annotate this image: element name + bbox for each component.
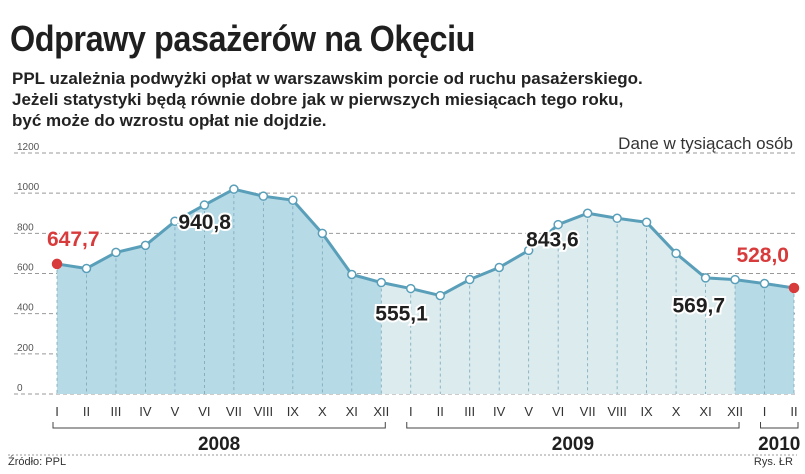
subtitle-line: być może do wzrostu opłat nie dojdzie. [12,111,327,130]
data-point [435,290,445,301]
x-tick-label: I [55,404,59,419]
data-point [641,217,652,228]
year-label: 2008 [198,434,240,455]
year-label: 2009 [552,434,594,455]
data-point [759,278,770,289]
data-label: 940,8 [178,211,231,234]
x-tick-label: VII [226,404,242,419]
x-tick-label: XI [699,404,711,419]
data-label: 647,7 [47,228,100,251]
data-point [700,273,711,283]
series-line [56,187,795,298]
data-point [229,184,239,194]
x-tick-label: XII [727,404,743,419]
x-tick-label: III [464,404,475,419]
data-point [582,208,593,218]
x-tick-label: X [672,404,681,419]
year-bracket [52,422,386,429]
data-point [553,219,563,230]
data-point [523,245,534,256]
data-point [170,216,180,227]
area-2010 [735,279,794,394]
x-tick-label: I [409,404,413,419]
x-tick-label: II [437,404,444,419]
data-point [258,191,269,201]
year-label: 2010 [758,434,800,455]
data-point [51,258,63,270]
data-point [81,263,92,274]
data-point [464,274,475,285]
x-tick-label: V [524,404,533,419]
y-tick-label: 1000 [17,182,40,193]
x-tick-label: VIII [607,404,627,419]
data-point [494,262,504,273]
subtitle: PPL uzależnia podwyżki opłat w warszawsk… [12,68,802,131]
data-label: 843,6 [526,229,579,252]
data-label: 555,1 [375,303,428,326]
year-bracket [406,422,740,429]
x-tick-label: VII [580,404,596,419]
data-point [788,282,800,294]
data-point [111,247,121,258]
y-tick-label: 600 [17,263,34,274]
x-tick-label: II [790,404,797,419]
data-point [612,213,622,224]
y-tick-label: 400 [17,303,34,314]
x-tick-label: II [83,404,90,419]
x-tick-label: VIII [254,404,274,419]
data-label: 569,7 [672,295,725,318]
y-tick-label: 200 [17,343,34,354]
area-2008 [57,189,382,394]
data-point [671,248,681,259]
x-tick-label: IX [287,404,300,419]
year-bracket [760,422,799,429]
data-point [406,283,416,294]
x-tick-label: IV [139,404,152,419]
x-tick-label: XII [373,404,389,419]
x-tick-label: X [318,404,327,419]
subtitle-line: PPL uzależnia podwyżki opłat w warszawsk… [12,69,643,88]
y-tick-label: 800 [17,222,34,233]
y-tick-label: 0 [17,383,23,394]
x-tick-label: VI [552,404,564,419]
source-note: Źródło: PPL [8,456,67,468]
x-tick-label: IV [493,404,506,419]
credit-note: Rys. ŁR [753,456,793,468]
unit-note: Dane w tysiącach osób [618,134,793,153]
x-tick-label: VI [198,404,210,419]
data-point [199,200,210,210]
x-tick-label: IX [640,404,653,419]
subtitle-line: Jeżeli statystyki będą równie dobre jak … [12,90,624,109]
data-point [317,228,328,239]
x-tick-label: V [171,404,180,419]
x-tick-label: I [763,404,767,419]
data-point [347,269,357,280]
data-point [376,277,387,288]
data-point [140,240,151,251]
x-tick-label: III [111,404,122,419]
y-tick-label: 1200 [17,142,40,153]
data-point [288,195,298,205]
page-title: Odprawy pasażerów na Okęciu [10,18,476,59]
data-point [730,274,740,285]
data-label: 528,0 [736,244,789,267]
x-tick-label: XI [346,404,358,419]
